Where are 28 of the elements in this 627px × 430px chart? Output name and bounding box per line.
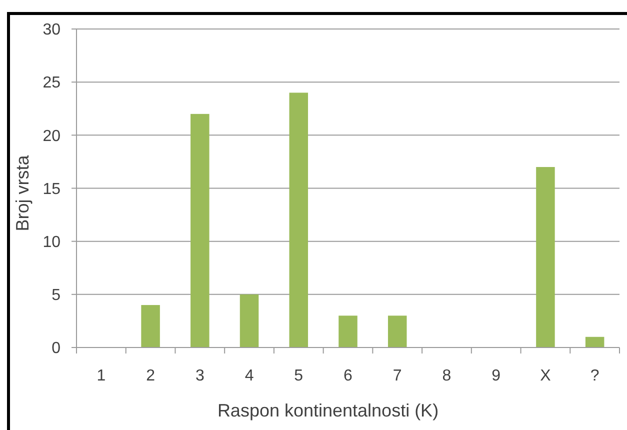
x-tick-label: X: [540, 368, 552, 385]
bar: [240, 294, 259, 348]
x-tick-label: 1: [96, 368, 106, 385]
bar: [338, 316, 358, 348]
bar: [388, 316, 407, 348]
x-tick-label: ?: [590, 368, 600, 385]
x-tick-label: 2: [146, 368, 156, 385]
y-tick-label: 5: [52, 287, 61, 304]
y-axis-title: Broj vrsta: [12, 154, 32, 232]
x-tick-label: 8: [442, 368, 452, 385]
bar: [190, 114, 210, 348]
y-tick-label: 15: [42, 180, 61, 198]
x-tick-label: 9: [492, 368, 501, 385]
y-tick-label: 25: [42, 74, 61, 92]
y-tick-label: 30: [42, 22, 61, 39]
x-axis-title: Raspon kontinentalnosti (K): [217, 400, 439, 420]
x-tick-label: 4: [244, 368, 254, 385]
y-tick-label: 10: [42, 234, 61, 251]
bar: [585, 336, 604, 348]
bar: [141, 305, 160, 348]
bar: [536, 167, 555, 348]
bar: [289, 92, 308, 348]
x-tick-label: 5: [294, 368, 304, 385]
x-tick-label: 3: [195, 368, 204, 385]
x-tick-label: 7: [392, 368, 402, 385]
y-tick-label: 0: [52, 340, 61, 358]
x-tick-label: 6: [344, 368, 353, 385]
y-tick-label: 20: [42, 128, 61, 145]
